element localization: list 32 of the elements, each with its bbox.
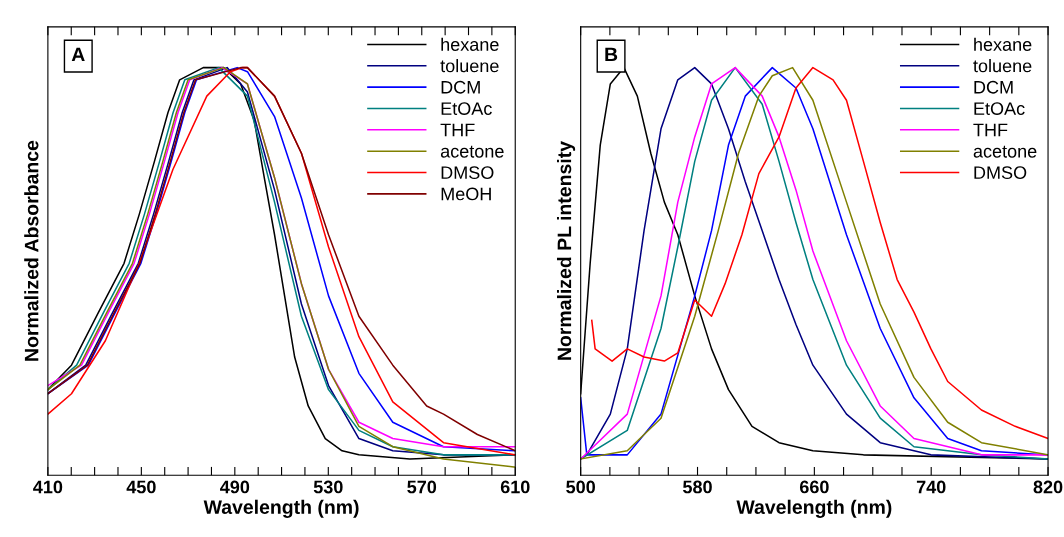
- y-axis-title: Normalized Absorbance: [24, 140, 39, 361]
- legend-label: hexane: [441, 37, 499, 51]
- y-axis-title: Normalized PL intensity: [556, 141, 576, 360]
- x-tick-label: 500: [566, 480, 595, 494]
- legend-label: DMSO: [441, 166, 494, 180]
- legend-label: EtOAc: [441, 102, 492, 115]
- legend-label: EtOAc: [974, 102, 1025, 115]
- legend-label: hexane: [974, 37, 1032, 51]
- text: B: [605, 47, 618, 62]
- legend-label: acetone: [973, 145, 1037, 158]
- x-tick-label: 450: [126, 480, 156, 494]
- legend-label: toluene: [440, 59, 499, 73]
- legend-label: MeOH: [441, 187, 491, 201]
- x-axis-title: Wavelength (nm): [736, 499, 892, 518]
- x-tick-label: 570: [407, 480, 437, 494]
- x-tick-label: 820: [1033, 480, 1063, 494]
- legend-label: DCM: [441, 80, 480, 94]
- x-tick-label: 660: [799, 480, 829, 494]
- x-tick-label: 530: [313, 480, 343, 494]
- legend-label: toluene: [973, 59, 1032, 73]
- x-tick-label: 740: [916, 480, 946, 494]
- x-tick-label: 610: [500, 480, 530, 494]
- legend-label: THF: [973, 123, 1008, 137]
- legend-label: THF: [440, 123, 475, 137]
- text: A: [71, 47, 85, 62]
- legend-label: DCM: [974, 80, 1013, 94]
- x-tick-label: 410: [33, 480, 63, 494]
- x-tick-label: 580: [683, 480, 712, 494]
- legend-label: acetone: [440, 145, 504, 158]
- x-tick-label: 490: [220, 480, 250, 494]
- x-axis-title: Wavelength (nm): [203, 499, 359, 518]
- legend-label: DMSO: [974, 166, 1027, 180]
